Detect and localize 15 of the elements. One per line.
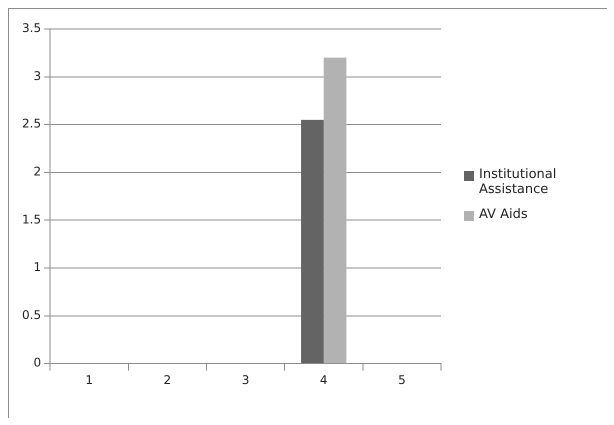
y-tick-label: 3 (33, 68, 42, 83)
legend-label: Institutional Assistance (479, 167, 558, 197)
legend-label: AV Aids (479, 207, 528, 222)
x-tick-label: 3 (242, 372, 250, 387)
y-tick-label: 1.5 (22, 212, 42, 226)
y-tick-label: 2 (33, 164, 42, 179)
y-tick-label: 0 (33, 356, 42, 370)
y-tick-label: 2.5 (22, 116, 42, 131)
x-tick-label: 4 (320, 372, 328, 387)
y-tick-label: 0.5 (22, 308, 42, 322)
x-tick-label: 5 (398, 372, 406, 387)
x-tick-label: 2 (164, 372, 172, 387)
y-tick-label: 1 (33, 260, 42, 274)
y-tick-label: 3.5 (22, 21, 42, 36)
x-tick-label: 1 (85, 372, 93, 387)
